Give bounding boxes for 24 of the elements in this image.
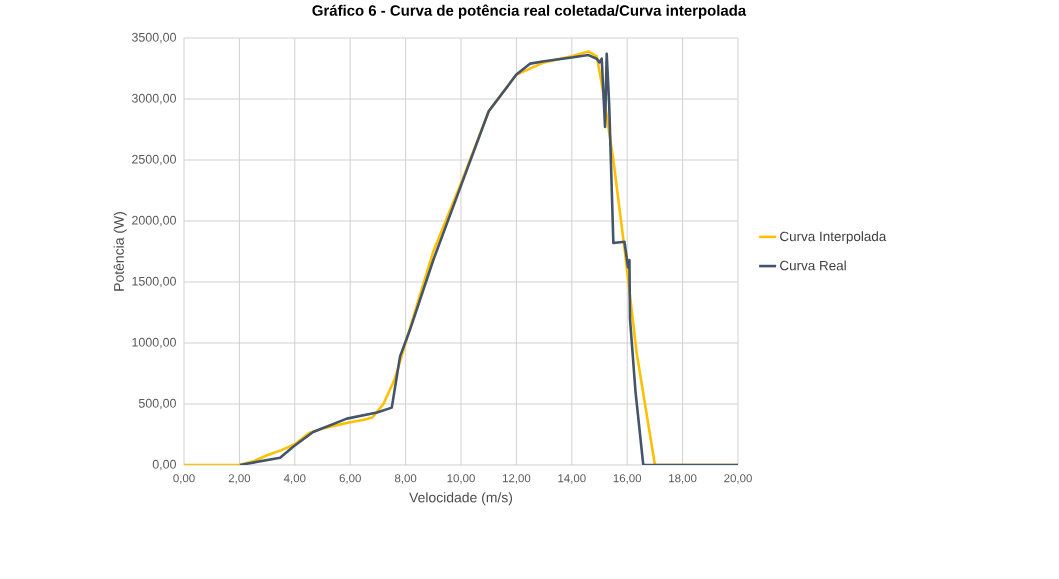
y-tick-label: 1500,00 bbox=[132, 276, 176, 288]
legend-label: Curva Interpolada bbox=[780, 231, 887, 244]
x-axis-title: Velocidade (m/s) bbox=[409, 492, 513, 506]
x-tick-label: 20,00 bbox=[724, 474, 752, 484]
y-tick-label: 1000,00 bbox=[132, 337, 176, 349]
chart-title: Gráfico 6 - Curva de potência real coletada/Curva interpolada bbox=[312, 4, 747, 19]
x-tick-label: 18,00 bbox=[669, 474, 697, 484]
x-tick-label: 0,00 bbox=[173, 474, 195, 484]
y-tick-label: 0,00 bbox=[152, 459, 176, 471]
x-tick-label: 16,00 bbox=[613, 474, 642, 484]
y-axis-title: Potência (W) bbox=[113, 212, 127, 291]
y-tick-label: 2000,00 bbox=[132, 215, 176, 227]
y-tick-label: 2500,00 bbox=[132, 154, 176, 166]
x-tick-label: 4,00 bbox=[283, 474, 306, 484]
x-tick-label: 2,00 bbox=[228, 474, 251, 484]
y-tick-label: 500,00 bbox=[138, 398, 176, 410]
y-tick-label: 3000,00 bbox=[131, 93, 176, 105]
x-tick-label: 10,00 bbox=[447, 474, 475, 484]
x-tick-label: 14,00 bbox=[558, 474, 586, 484]
x-tick-label: 6,00 bbox=[339, 474, 361, 484]
legend-label: Curva Real bbox=[780, 260, 846, 271]
y-tick-label: 3500,00 bbox=[131, 32, 176, 44]
x-tick-label: 12,00 bbox=[502, 474, 531, 484]
x-tick-label: 8,00 bbox=[394, 474, 417, 484]
